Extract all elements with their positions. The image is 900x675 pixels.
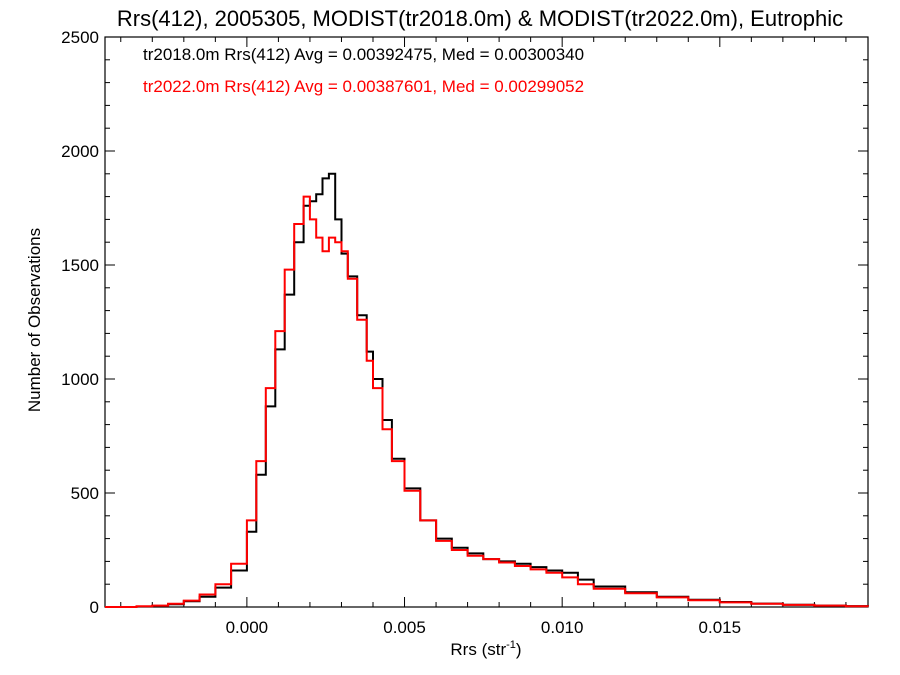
- x-tick-label: 0.015: [699, 618, 742, 637]
- y-tick-label: 1500: [61, 256, 99, 275]
- chart-title: Rrs(412), 2005305, MODIST(tr2018.0m) & M…: [117, 6, 843, 31]
- series-line-1: [105, 172, 869, 608]
- plot-frame: [104, 36, 869, 608]
- y-tick-label: 2000: [61, 142, 99, 161]
- y-tick-label: 1000: [61, 370, 99, 389]
- legend-series-2: tr2022.0m Rrs(412) Avg = 0.00387601, Med…: [143, 77, 584, 96]
- legend-series-1: tr2018.0m Rrs(412) Avg = 0.00392475, Med…: [143, 45, 584, 64]
- x-tick-label: 0.000: [226, 618, 269, 637]
- series-group: [105, 172, 869, 608]
- y-tick-label: 0: [90, 598, 99, 617]
- x-axis-label: Rrs (str-1): [450, 639, 521, 659]
- x-tick-labels: 0.000 0.005 0.010 0.015: [226, 618, 741, 637]
- axis-ticks: [105, 36, 868, 608]
- series-line-2: [105, 195, 869, 608]
- y-axis-label: Number of Observations: [25, 228, 44, 412]
- y-tick-label: 500: [71, 484, 99, 503]
- x-tick-label: 0.005: [383, 618, 426, 637]
- y-tick-label: 2500: [61, 28, 99, 47]
- y-tick-labels: 0 500 1000 1500 2000 2500: [61, 28, 99, 617]
- x-tick-label: 0.010: [541, 618, 584, 637]
- plot-area: [104, 36, 869, 608]
